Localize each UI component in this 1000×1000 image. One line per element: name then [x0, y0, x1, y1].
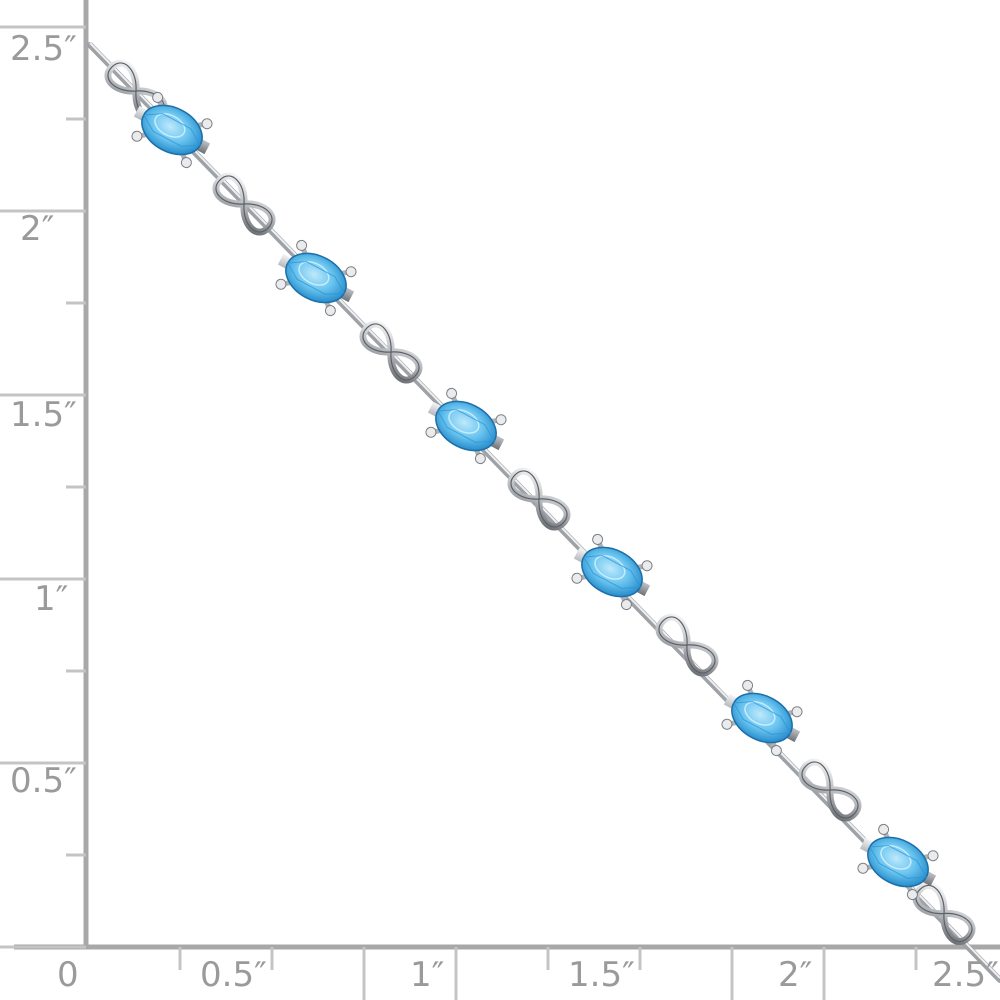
gemstone [275, 239, 357, 317]
gem-facet [594, 555, 626, 580]
prong-tip [446, 387, 458, 399]
prong-tip [474, 453, 486, 465]
prong-tip [857, 862, 869, 874]
prong-tip [791, 706, 803, 718]
infinity-link-outline [362, 323, 420, 381]
prong-tip [721, 718, 733, 730]
infinity-link [655, 613, 719, 677]
gem-facet [142, 113, 202, 147]
gem-facet [436, 409, 496, 443]
prong-tip [296, 239, 308, 251]
gemstone [425, 387, 507, 465]
infinity-link [798, 758, 862, 822]
prong-tip [345, 266, 357, 278]
gem-facet [448, 409, 480, 434]
ruler-label-v-2.5: 2.5″ [10, 29, 77, 69]
gem-stone [731, 692, 793, 744]
infinity-link-outline [215, 175, 273, 233]
prong-tip [906, 889, 918, 901]
bracelet-chain [87, 42, 1000, 983]
prong-tip [152, 91, 164, 103]
chain-highlight [89, 42, 1000, 979]
prong-tip [770, 745, 782, 757]
gem-stone [581, 546, 643, 598]
prong-tip [425, 426, 437, 438]
ruler-label-v-0.5: 0.5″ [10, 761, 77, 801]
gem-facet [868, 845, 928, 879]
gemstone [571, 533, 653, 611]
infinity-link [212, 172, 276, 236]
prong-tip [878, 823, 890, 835]
gemstone [857, 823, 939, 901]
ruler-label-h-0.5: 0.5″ [200, 955, 267, 995]
ruler-label-h-0: 0 [57, 955, 79, 995]
prong-tip [131, 130, 143, 142]
prong-tip [742, 679, 754, 691]
ruler-label-h-1.5: 1.5″ [568, 955, 635, 995]
prong-tip [275, 278, 287, 290]
prong-tip [620, 599, 632, 611]
infinity-link-outline [801, 761, 859, 819]
prong-tip [324, 305, 336, 317]
prong-tip [641, 560, 653, 572]
infinity-link [359, 320, 423, 384]
infinity-link [507, 467, 571, 531]
prong-tip [495, 414, 507, 426]
gem-facet [286, 261, 346, 295]
prong-tip [571, 572, 583, 584]
ruler-label-v-1: 1″ [34, 579, 69, 619]
prong-tip [927, 850, 939, 862]
prong-tip [592, 533, 604, 545]
gem-facet [582, 555, 642, 589]
gem-facet [154, 113, 186, 138]
gemstone [721, 679, 803, 757]
ruler-label-v-2: 2″ [20, 209, 55, 249]
infinity-link [912, 882, 976, 945]
gem-facet [880, 845, 912, 870]
infinity-link-outline [915, 884, 973, 943]
infinity-link-outline [658, 616, 716, 674]
chain-wire [87, 42, 1000, 983]
ruler-label-h-2.5: 2.5″ [932, 955, 999, 995]
gemstone [131, 91, 213, 169]
infinity-link-outline [510, 470, 568, 528]
ruler-label-h-2: 2″ [778, 955, 813, 995]
ruler-label-v-1.5: 1.5″ [10, 395, 77, 435]
ruler-label-h-1: 1″ [410, 955, 445, 995]
gem-facet [744, 701, 776, 726]
prong-tip [201, 118, 213, 130]
gem-facet [732, 701, 792, 735]
gem-facet [298, 261, 330, 286]
prong-tip [180, 157, 192, 169]
